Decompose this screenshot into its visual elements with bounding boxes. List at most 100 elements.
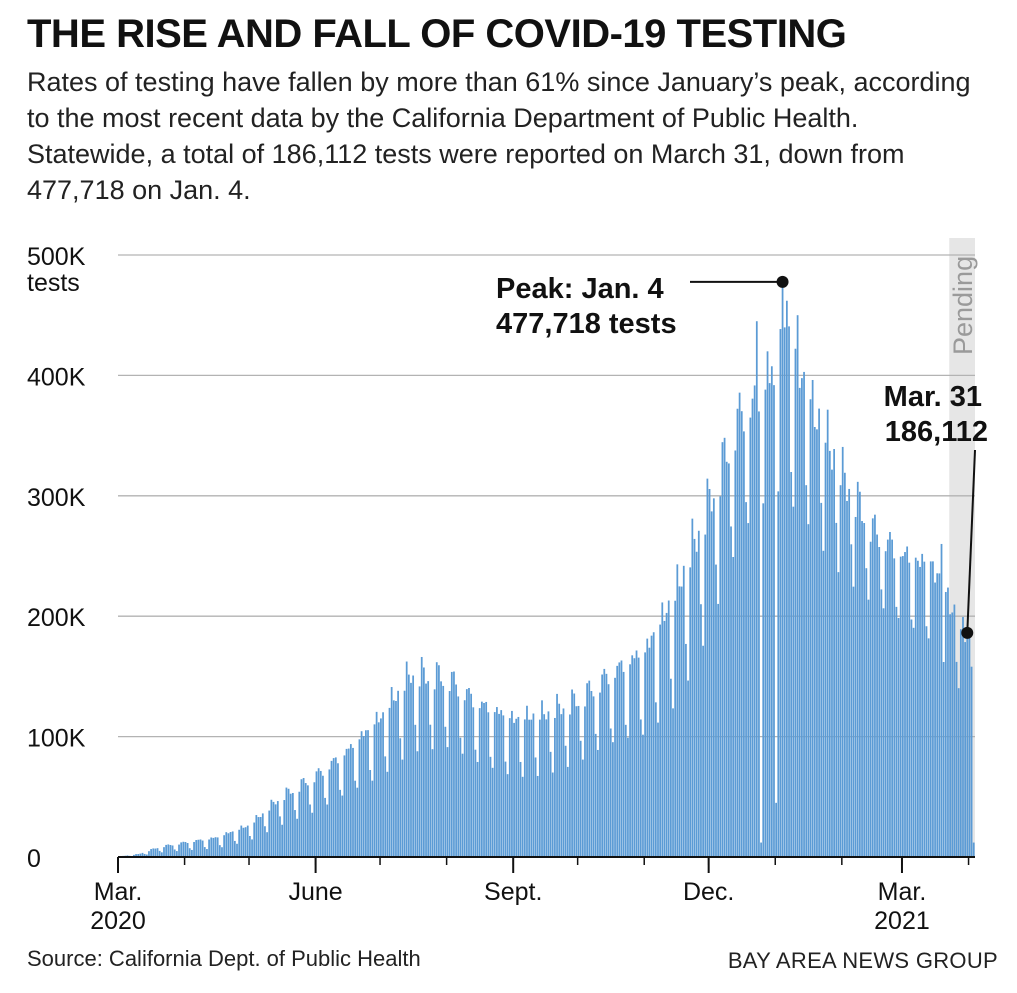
bar bbox=[654, 702, 657, 857]
bar bbox=[906, 546, 909, 857]
bar bbox=[874, 514, 876, 857]
bar bbox=[487, 712, 490, 857]
bar bbox=[813, 427, 816, 857]
bar bbox=[618, 662, 621, 857]
bar bbox=[148, 851, 150, 857]
bar bbox=[322, 775, 324, 857]
bar bbox=[781, 281, 784, 858]
bar bbox=[596, 749, 599, 857]
bar bbox=[300, 779, 303, 857]
x-tick-year-label: 2021 bbox=[874, 907, 930, 935]
bar bbox=[425, 683, 427, 857]
publisher-credit: BAY AREA NEWS GROUP bbox=[727, 948, 998, 973]
bar bbox=[710, 511, 713, 857]
bar bbox=[249, 836, 251, 857]
bar bbox=[917, 560, 919, 857]
bar bbox=[264, 826, 266, 857]
bar bbox=[438, 665, 440, 857]
bar bbox=[706, 478, 709, 857]
bar bbox=[143, 853, 146, 857]
bar bbox=[861, 521, 863, 857]
bar bbox=[240, 825, 243, 857]
bar bbox=[929, 561, 932, 857]
bar bbox=[657, 722, 659, 857]
bar bbox=[609, 728, 612, 857]
bar bbox=[506, 774, 509, 857]
bar bbox=[755, 321, 758, 858]
bar bbox=[893, 558, 896, 857]
bar bbox=[766, 351, 769, 857]
bar bbox=[700, 604, 702, 857]
bar bbox=[330, 760, 333, 857]
bar bbox=[734, 450, 737, 857]
bar bbox=[824, 442, 827, 857]
bar bbox=[616, 665, 619, 857]
bar bbox=[515, 718, 518, 857]
bar bbox=[820, 502, 823, 857]
bar bbox=[837, 572, 840, 857]
bar bbox=[631, 655, 634, 857]
bar bbox=[569, 714, 571, 857]
bar bbox=[972, 842, 975, 857]
bar bbox=[672, 708, 674, 857]
bar bbox=[377, 722, 380, 857]
bar bbox=[884, 551, 887, 857]
x-tick-label: Mar. bbox=[94, 878, 143, 906]
bar bbox=[354, 780, 357, 857]
bar bbox=[274, 804, 277, 857]
bar bbox=[919, 566, 921, 857]
bar bbox=[203, 847, 206, 857]
bar bbox=[165, 844, 168, 857]
bar bbox=[238, 829, 241, 857]
bar bbox=[891, 539, 893, 857]
bar bbox=[465, 689, 468, 857]
bar bbox=[233, 840, 236, 857]
bar bbox=[736, 408, 739, 857]
bar bbox=[173, 849, 176, 857]
bar bbox=[852, 586, 855, 857]
y-tick-label: 500K bbox=[27, 243, 86, 271]
bar bbox=[719, 496, 722, 857]
bar bbox=[923, 561, 926, 857]
bar bbox=[934, 582, 936, 857]
pending-label: Pending bbox=[948, 256, 978, 355]
bar bbox=[352, 747, 354, 857]
bar bbox=[289, 793, 292, 857]
bar bbox=[901, 556, 904, 857]
bar bbox=[639, 719, 642, 857]
bar bbox=[685, 643, 687, 857]
bar bbox=[571, 689, 573, 857]
bar bbox=[291, 793, 294, 857]
bar bbox=[221, 847, 223, 857]
bar bbox=[895, 606, 898, 857]
bar bbox=[349, 744, 352, 857]
bar bbox=[942, 662, 945, 857]
bar bbox=[910, 619, 913, 857]
x-tick-label: Sept. bbox=[484, 878, 542, 906]
bar bbox=[659, 624, 662, 857]
bar bbox=[921, 553, 924, 857]
bar bbox=[324, 797, 326, 857]
bar bbox=[670, 678, 672, 857]
y-tick-label: 200K bbox=[27, 604, 86, 632]
bar bbox=[343, 755, 346, 857]
bar bbox=[543, 714, 546, 857]
bar bbox=[938, 573, 941, 857]
chart-area: Pending 0100K200K300K400K500KtestsMar.20… bbox=[27, 238, 988, 935]
bar bbox=[461, 753, 464, 857]
bar bbox=[899, 556, 902, 857]
bar bbox=[964, 642, 967, 857]
bar bbox=[167, 844, 170, 857]
mar31-value: 186,112 bbox=[885, 416, 988, 448]
bar bbox=[730, 526, 732, 857]
bar bbox=[214, 837, 217, 857]
bar bbox=[502, 715, 505, 857]
bar bbox=[178, 844, 180, 857]
bar bbox=[843, 472, 846, 857]
bar bbox=[212, 837, 215, 857]
bar bbox=[605, 673, 608, 857]
bar bbox=[745, 502, 747, 857]
bar bbox=[805, 485, 808, 857]
